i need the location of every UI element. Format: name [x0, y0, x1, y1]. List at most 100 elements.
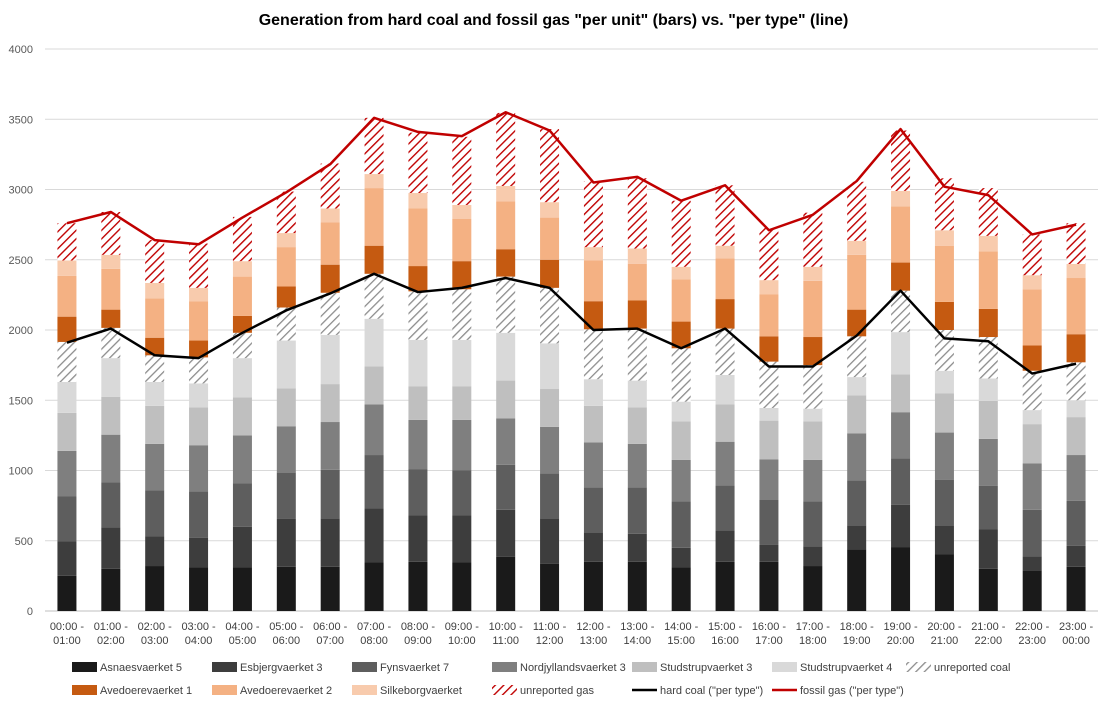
bar-segment [847, 525, 867, 550]
bar-segment [408, 339, 428, 387]
line-series [66, 110, 1077, 375]
bar-segment [540, 259, 560, 288]
bar-segment [978, 235, 998, 252]
y-tick-label: 2000 [9, 325, 33, 337]
bar-segment [627, 248, 647, 264]
x-tick-label: 17:00 -18:00 [796, 621, 831, 647]
bar-segment [759, 420, 779, 460]
bar-segment [496, 418, 516, 465]
bar-segment [891, 206, 911, 263]
bar-segment [1066, 278, 1086, 335]
bar-series [57, 112, 1086, 611]
bar-segment [934, 525, 954, 555]
bar-segment [540, 343, 560, 390]
bar-segment [1022, 275, 1042, 290]
legend-swatch [906, 662, 931, 672]
bar-segment [452, 419, 472, 471]
bar-segment [320, 566, 340, 611]
x-tick-label: 15:00 -16:00 [708, 621, 743, 647]
bar-segment [57, 381, 77, 413]
bar-segment [189, 567, 209, 611]
bar-segment [57, 260, 77, 276]
bar-segment [715, 374, 735, 405]
bar-segment [57, 223, 77, 261]
bar-segment [540, 202, 560, 218]
bar-segment [1022, 556, 1042, 571]
bar-segment [408, 469, 428, 516]
bar-segment [189, 383, 209, 408]
bar-segment [101, 527, 121, 569]
bar-segment [320, 264, 340, 293]
bar-segment [891, 262, 911, 291]
y-tick-label: 1000 [9, 466, 33, 478]
y-tick-label: 4000 [9, 44, 33, 56]
legend-swatch [492, 662, 517, 672]
bar-segment [627, 443, 647, 488]
bar-segment [232, 567, 252, 611]
bar-segment [57, 275, 77, 317]
bar-segment [145, 282, 165, 299]
bar-segment [1066, 417, 1086, 456]
bar-segment [364, 117, 384, 175]
bar-segment [452, 470, 472, 516]
bar-segment [671, 547, 691, 568]
legend-swatch [72, 685, 97, 695]
legend-label: Studstrupvaerket 3 [660, 662, 752, 674]
legend-swatch [212, 685, 237, 695]
bar-segment [715, 245, 735, 259]
bar-segment [276, 233, 296, 248]
bar-segment [1066, 334, 1086, 363]
bar-segment [803, 266, 823, 281]
bar-segment [320, 222, 340, 265]
bar-segment [1022, 370, 1042, 411]
bar-segment [276, 340, 296, 389]
bar-segment [627, 380, 647, 408]
bar-segment [715, 485, 735, 531]
bar-segment [145, 381, 165, 406]
legend-swatch [632, 662, 657, 672]
bar-segment [627, 407, 647, 444]
bar-segment [452, 204, 472, 220]
bar-segment [145, 566, 165, 611]
bar-segment [978, 568, 998, 611]
bar-segment [408, 561, 428, 611]
bar-segment [715, 258, 735, 300]
bar-segment [671, 266, 691, 280]
x-tick-label: 04:00 -05:00 [225, 621, 260, 647]
bar-segment [145, 355, 165, 382]
bar-segment [759, 500, 779, 545]
x-tick-label: 11:00 -12:00 [533, 621, 567, 647]
legend-label: Silkeborgvaerket [380, 685, 462, 697]
x-tick-label: 14:00 -15:00 [664, 621, 699, 647]
legend-swatch [72, 662, 97, 672]
bar-segment [847, 181, 867, 241]
bar-segment [232, 276, 252, 316]
x-tick-label: 10:00 -11:00 [489, 621, 524, 647]
x-tick-label: 06:00 -07:00 [313, 621, 348, 647]
bar-segment [101, 254, 121, 269]
bar-segment [408, 515, 428, 562]
legend-swatch [352, 685, 377, 695]
y-tick-label: 500 [15, 536, 33, 548]
bar-segment [891, 504, 911, 548]
bar-segment [540, 217, 560, 260]
bar-segment [320, 208, 340, 223]
bar-segment [671, 421, 691, 460]
bar-segment [57, 341, 77, 382]
x-tick-label: 01:00 -02:00 [94, 621, 129, 647]
x-tick-label: 07:00 -08:00 [357, 621, 392, 647]
series-line [66, 272, 1077, 375]
bar-segment [671, 279, 691, 322]
bar-segment [364, 245, 384, 274]
bar-segment [803, 212, 823, 267]
bar-segment [101, 309, 121, 328]
bar-segment [101, 211, 121, 255]
bar-segment [452, 219, 472, 262]
bar-segment [978, 308, 998, 338]
bar-segment [276, 307, 296, 341]
bar-segment [145, 298, 165, 338]
bar-segment [145, 240, 165, 283]
bar-segment [496, 380, 516, 419]
y-tick-label: 2500 [9, 255, 33, 267]
bar-segment [803, 337, 823, 366]
